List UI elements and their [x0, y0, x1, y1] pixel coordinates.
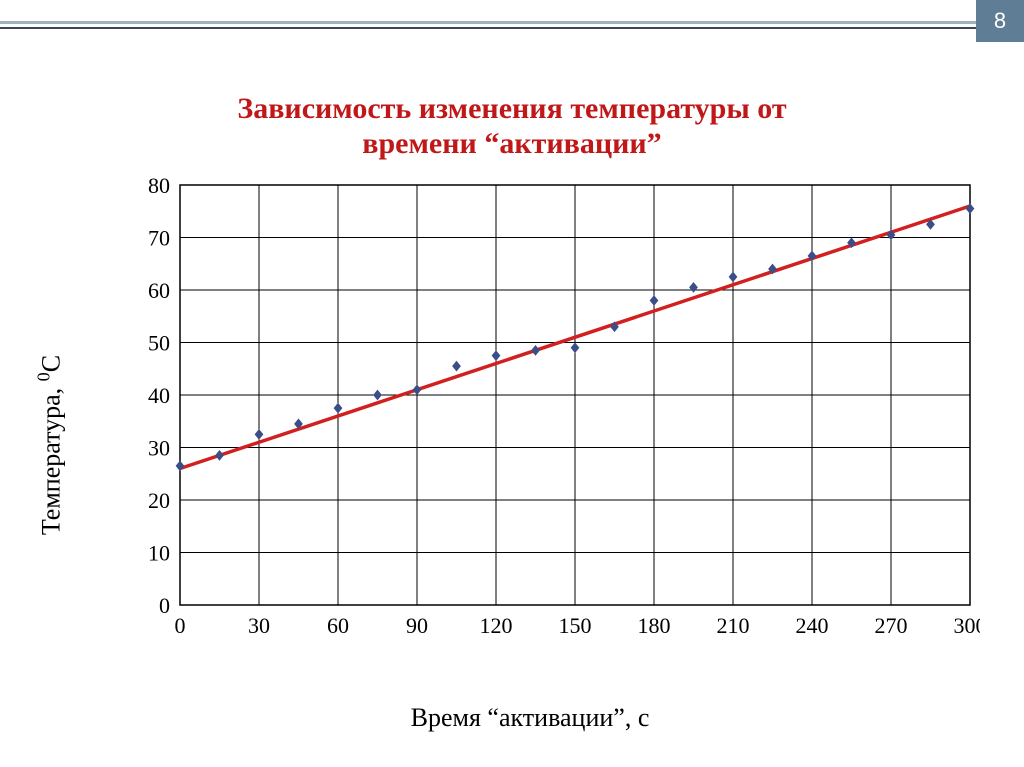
svg-text:210: 210: [717, 613, 750, 638]
svg-text:150: 150: [559, 613, 592, 638]
svg-text:0: 0: [159, 593, 170, 618]
svg-text:40: 40: [148, 383, 170, 408]
chart-title: Зависимость изменения температуры от вре…: [0, 92, 1024, 161]
svg-text:240: 240: [796, 613, 829, 638]
chart-svg: 0 30 60 90 120 150 180 210 240 270 300 0 10 20 30 40 50 6…: [130, 175, 980, 645]
chart-title-line2: времени “активации”: [362, 127, 661, 160]
svg-text:30: 30: [248, 613, 270, 638]
svg-text:30: 30: [148, 436, 170, 461]
svg-text:20: 20: [148, 488, 170, 513]
chart-area: Температура, 0С 030609012015018021024027…: [60, 175, 1000, 715]
slide: 8 Зависимость изменения температуры от в…: [0, 0, 1024, 767]
y-axis-label: Температура, 0С: [34, 355, 67, 535]
svg-text:300: 300: [954, 613, 981, 638]
svg-text:120: 120: [480, 613, 513, 638]
x-axis-label: Время “активации”, с: [60, 703, 1000, 733]
svg-text:90: 90: [406, 613, 428, 638]
page-number: 8: [994, 8, 1006, 34]
svg-text:270: 270: [875, 613, 908, 638]
svg-text:80: 80: [148, 175, 170, 198]
page-number-box: 8: [976, 0, 1024, 42]
svg-text:60: 60: [148, 278, 170, 303]
chart-title-line1: Зависимость изменения температуры от: [237, 92, 786, 125]
svg-text:180: 180: [638, 613, 671, 638]
svg-text:70: 70: [148, 226, 170, 251]
header-rule-2: [0, 27, 1024, 29]
svg-text:10: 10: [148, 541, 170, 566]
svg-text:50: 50: [148, 331, 170, 356]
svg-text:60: 60: [327, 613, 349, 638]
header-rule: [0, 21, 1024, 24]
svg-text:0: 0: [175, 613, 186, 638]
